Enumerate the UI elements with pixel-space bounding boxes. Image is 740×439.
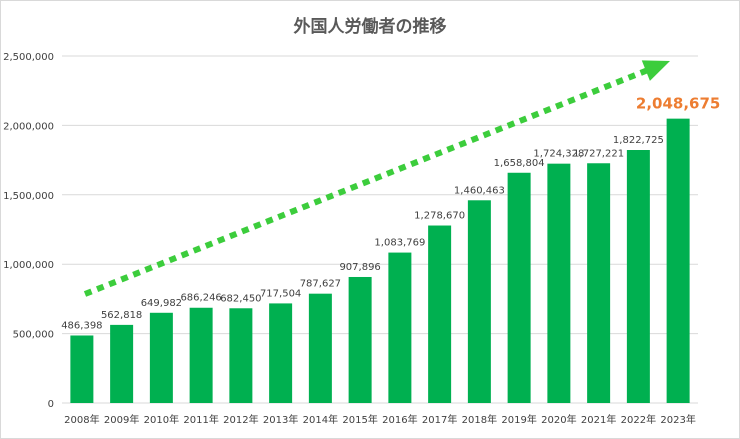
- bar: [269, 303, 293, 403]
- bar: [507, 172, 531, 403]
- x-tick-label: 2022年: [621, 413, 656, 426]
- x-tick-label: 2008年: [64, 413, 99, 426]
- data-label: 1,727,221: [573, 148, 624, 159]
- bar: [428, 225, 452, 403]
- x-tick-label: 2011年: [183, 413, 218, 426]
- bar: [388, 252, 412, 403]
- data-label: 1,724,328: [533, 149, 584, 160]
- data-label: 1,278,670: [414, 211, 465, 222]
- y-tick-label: 0: [48, 399, 54, 410]
- x-tick-label: 2016年: [382, 413, 417, 426]
- x-tick-label: 2019年: [501, 413, 536, 426]
- data-label-highlight: 2,048,675: [636, 95, 720, 113]
- x-tick-label: 2018年: [462, 413, 497, 426]
- data-label: 717,504: [260, 288, 301, 299]
- y-tick-label: 2,000,000: [3, 121, 54, 132]
- x-tick-label: 2010年: [144, 413, 179, 426]
- data-label: 1,658,804: [494, 158, 545, 169]
- data-label: 649,982: [141, 298, 182, 309]
- bar: [348, 276, 372, 403]
- x-tick-label: 2023年: [660, 413, 695, 426]
- bar: [666, 118, 690, 403]
- trend-arrow-head: [641, 60, 670, 81]
- data-label: 787,627: [300, 279, 341, 290]
- data-label: 486,398: [61, 320, 102, 331]
- x-tick-label: 2013年: [263, 413, 298, 426]
- bar: [70, 335, 94, 403]
- data-label: 1,460,463: [454, 185, 505, 196]
- data-label: 686,246: [180, 293, 221, 304]
- x-tick-label: 2012年: [223, 413, 258, 426]
- y-tick-label: 500,000: [13, 330, 54, 341]
- bar: [467, 200, 491, 403]
- x-tick-label: 2009年: [104, 413, 139, 426]
- x-tick-label: 2020年: [541, 413, 576, 426]
- y-tick-label: 2,500,000: [3, 52, 54, 63]
- data-label: 1,083,769: [374, 238, 425, 249]
- x-tick-label: 2021年: [581, 413, 616, 426]
- x-tick-label: 2014年: [303, 413, 338, 426]
- chart-title: 外国人労働者の推移: [293, 17, 447, 37]
- bar: [587, 163, 611, 403]
- data-label: 907,896: [339, 262, 380, 273]
- data-label: 1,822,725: [613, 135, 664, 146]
- bar: [547, 163, 571, 403]
- bar: [189, 307, 213, 403]
- y-tick-label: 1,500,000: [3, 191, 54, 202]
- y-tick-label: 1,000,000: [3, 260, 54, 271]
- bar: [110, 324, 134, 403]
- x-tick-label: 2015年: [342, 413, 377, 426]
- bar: [229, 308, 253, 403]
- trend-arrow-line: [83, 67, 650, 297]
- data-label: 562,818: [101, 310, 142, 321]
- x-tick-label: 2017年: [422, 413, 457, 426]
- bar: [149, 312, 173, 403]
- data-label: 682,450: [220, 293, 261, 304]
- bar: [626, 150, 650, 403]
- bar: [308, 293, 332, 403]
